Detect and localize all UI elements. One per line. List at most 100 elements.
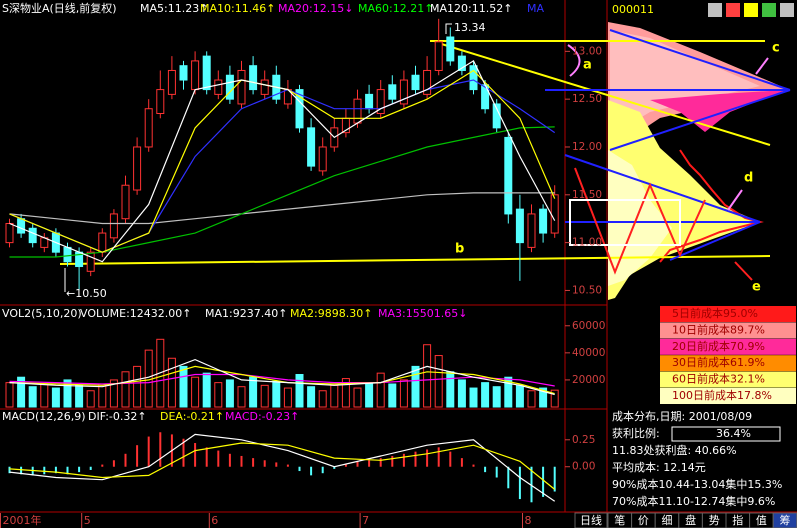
legend-entry: MACD:-0.23↑ [225,410,299,423]
candle-body [98,232,107,253]
candle-body [133,146,142,191]
candle-body [295,89,304,129]
cost-legend-label: 20日前成本70.9% [672,339,765,353]
y-tick-label: 0.00 [572,461,595,473]
tab-label[interactable]: 指 [732,513,743,527]
legend-entry: MA120:11.52↑ [430,2,512,15]
candle-body [318,146,327,172]
tab-label[interactable]: 价 [638,514,649,527]
high-pointer [445,23,452,34]
candle-body [457,55,466,71]
tab-label[interactable]: 值 [756,514,767,527]
mark-letter: b [455,242,464,257]
volume-bar [283,387,292,408]
profile-outline [659,149,764,263]
y-tick-label: 20000 [572,374,605,386]
panel-title: VOL2(5,10,20) [2,307,82,320]
icon[interactable] [744,3,758,17]
volume-bar [17,376,26,408]
volume-bar [28,386,37,408]
mark-letter: d [744,171,753,186]
candle-body [504,136,513,215]
candle-body [202,55,211,91]
volume-bar [167,357,176,408]
volume-bar [133,365,142,408]
candle-body [225,74,234,100]
bottom-bar: 2001年 5 6 7 8 日线笔价细盘势指值筹 [0,512,797,528]
candle-body [388,84,397,100]
arrow-c [755,57,769,75]
legend-entry: MA [527,2,544,15]
volume-bar [504,376,513,408]
candle-body [365,93,374,110]
candle-body [399,79,408,105]
volume-bar [399,379,408,408]
candle-body [515,208,524,244]
y-tick-label: 40000 [572,347,605,359]
cost-legend-swatch [660,388,796,404]
profile-layer [650,90,786,132]
info-line: 11.83处获利盘: 40.66% [612,443,737,457]
legend-entry: MA5:11.23↑ [140,2,208,15]
volume-bar [179,365,188,408]
volume-bar [5,382,14,408]
volume-bar [457,379,466,408]
x-tick-label: 2001年 [3,513,42,527]
icon[interactable] [780,3,794,17]
ma-line [9,442,556,490]
candle-body [144,108,153,148]
tab-label[interactable]: 细 [662,514,673,527]
candle-body [86,251,95,272]
info-profit-label: 获利比例: [612,426,660,440]
y-tick-label: 12.50 [572,93,602,105]
panel-title: S深物业A(日线,前复权) [2,1,117,15]
blue-line [609,29,791,91]
volume-bar [86,390,95,408]
cost-legend-swatch [660,338,796,355]
volume-bar [515,384,524,408]
legend-entry: DEA:-0.21↑ [160,410,224,423]
panel-title: MACD(12,26,9) [2,410,86,423]
info-line: 平均成本: 12.14元 [612,460,706,474]
arrow-a [567,44,581,77]
mark-letter: a [583,58,592,73]
cost-legend-label: 10日前成本89.7% [672,322,765,336]
volume-bar [550,389,559,408]
tab-label[interactable]: 笔 [614,513,625,527]
support-line [59,255,771,265]
icon[interactable] [708,3,722,17]
plot-area: S深物业A(日线,前复权) MA5:11.23↑MA10:11.46↑ MA20:1… [2,1,605,503]
volume-bar [423,344,432,408]
volume-bar [492,386,501,408]
volume-bar [214,382,223,408]
volume-bar [295,374,304,408]
tab-label[interactable]: 势 [709,514,720,527]
cost-legend-label: 100日前成本17.8% [672,388,772,402]
tab-label[interactable]: 筹 [780,513,791,527]
cost-legend-swatch [660,371,796,388]
candle-body [260,79,269,95]
candle-body [167,69,176,95]
icon[interactable] [762,3,776,17]
candle-body [17,218,26,234]
volume-bar [225,379,234,408]
info-date: 成本分布,日期: 2001/08/09 [612,409,752,423]
legend-entry: MA1:9237.40↑ [205,307,287,320]
icon[interactable] [726,3,740,17]
low-label: ←10.50 [66,287,107,300]
y-tick-label: 0.25 [572,434,595,446]
blue-line [669,221,761,261]
volume-bar [51,387,60,408]
legend-entry: MA60:12.21↑ [358,2,433,15]
cost-legend-label: 30日前成本61.9% [672,355,765,369]
candle-body [307,127,316,167]
tab[interactable] [574,512,608,528]
tab-label[interactable]: 日线 [580,513,602,527]
toolbar-icons[interactable] [708,3,794,17]
tab-label[interactable]: 盘 [685,513,696,527]
cost-legend-label: 5日前成本95.0% [672,306,758,320]
volume-bar [272,380,281,408]
profit-box [671,426,781,442]
candle-body [28,227,37,244]
profile-layer [610,30,760,138]
